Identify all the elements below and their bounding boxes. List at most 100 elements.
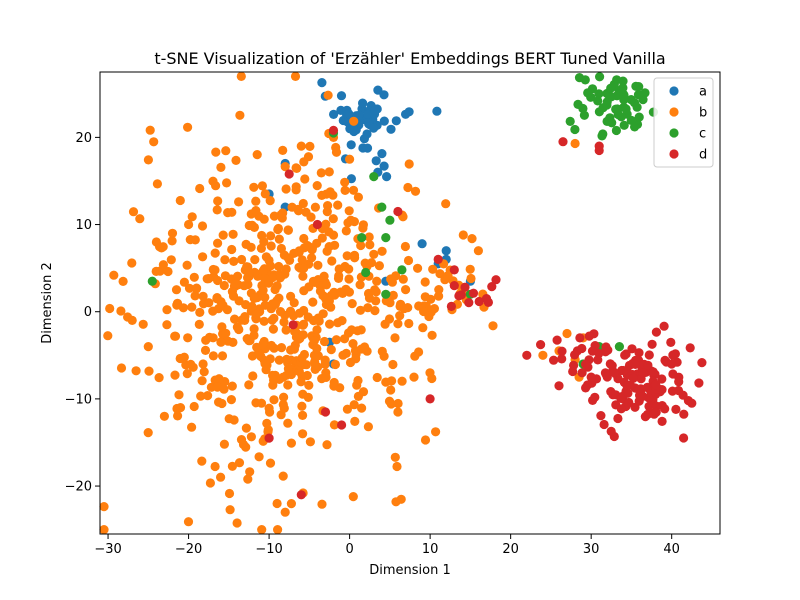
point-d xyxy=(642,409,653,420)
point-b xyxy=(285,306,296,316)
point-b xyxy=(304,242,314,252)
point-c xyxy=(377,202,387,212)
point-b xyxy=(298,410,308,420)
point-b xyxy=(344,274,354,284)
point-b xyxy=(317,190,327,200)
point-b xyxy=(227,381,237,391)
point-d xyxy=(602,372,612,382)
point-b xyxy=(342,404,352,414)
point-b xyxy=(289,298,299,308)
point-d xyxy=(596,411,606,421)
point-b xyxy=(197,221,208,231)
point-d xyxy=(600,347,611,357)
point-b xyxy=(562,328,572,339)
point-b xyxy=(352,380,362,390)
point-b xyxy=(202,274,212,284)
point-d xyxy=(618,365,628,376)
point-b xyxy=(310,277,320,287)
point-b xyxy=(184,283,195,293)
point-d xyxy=(433,254,443,264)
point-b xyxy=(276,343,287,353)
point-a xyxy=(346,140,356,150)
point-b xyxy=(247,220,257,230)
point-b xyxy=(228,229,238,239)
point-b xyxy=(241,300,251,310)
point-a xyxy=(358,98,368,108)
point-a xyxy=(432,106,442,116)
plot-frame xyxy=(99,71,721,535)
point-b xyxy=(296,141,306,151)
point-b xyxy=(227,207,237,217)
point-d xyxy=(593,355,603,365)
point-b xyxy=(216,472,226,482)
point-b xyxy=(441,199,451,209)
point-b xyxy=(214,397,224,407)
point-b xyxy=(143,428,153,438)
point-b xyxy=(377,346,387,356)
point-b xyxy=(219,280,229,291)
legend-marker-b xyxy=(669,107,679,117)
point-b xyxy=(212,205,222,215)
point-d xyxy=(474,296,484,307)
point-b xyxy=(109,270,119,280)
point-b xyxy=(431,427,441,437)
point-b xyxy=(443,271,453,281)
point-b xyxy=(258,339,268,349)
point-a xyxy=(379,116,389,126)
point-b xyxy=(403,255,414,266)
point-b xyxy=(217,351,228,361)
point-d xyxy=(644,401,654,411)
point-b xyxy=(250,255,260,265)
point-b xyxy=(218,230,228,240)
point-b xyxy=(377,246,387,256)
point-b xyxy=(297,255,307,265)
point-b xyxy=(381,296,391,306)
point-b xyxy=(187,422,197,432)
point-b xyxy=(163,266,173,277)
point-d xyxy=(570,350,580,360)
point-d xyxy=(625,380,636,390)
point-a xyxy=(379,90,389,100)
point-d xyxy=(288,320,298,330)
point-b xyxy=(286,345,296,355)
point-b xyxy=(322,440,332,450)
point-b xyxy=(221,328,231,338)
point-b xyxy=(340,177,350,187)
point-d xyxy=(627,344,637,354)
point-c xyxy=(602,116,612,126)
point-d xyxy=(679,433,689,443)
point-b xyxy=(283,380,293,390)
point-b xyxy=(262,418,272,428)
point-b xyxy=(179,352,189,362)
point-b xyxy=(282,354,292,364)
point-b xyxy=(224,488,235,499)
point-b xyxy=(221,146,231,156)
point-b xyxy=(229,415,239,425)
point-d xyxy=(460,282,470,292)
point-a xyxy=(371,156,381,166)
point-b xyxy=(315,286,325,296)
point-d xyxy=(584,331,594,341)
point-b xyxy=(466,273,476,284)
point-b xyxy=(363,303,373,313)
point-b xyxy=(249,324,259,334)
point-b xyxy=(349,250,360,260)
point-b xyxy=(424,311,434,322)
point-b xyxy=(341,348,351,358)
point-d xyxy=(606,426,616,436)
point-b xyxy=(330,359,340,370)
point-b xyxy=(270,299,280,309)
point-b xyxy=(191,284,201,294)
point-a xyxy=(317,78,327,88)
point-b xyxy=(283,418,293,428)
point-b xyxy=(329,377,339,388)
point-b xyxy=(198,359,208,369)
point-b xyxy=(259,214,269,224)
point-d xyxy=(425,394,435,404)
point-b xyxy=(340,185,350,195)
point-d xyxy=(609,368,620,378)
point-b xyxy=(391,271,401,281)
point-b xyxy=(348,185,359,195)
point-d xyxy=(590,392,600,402)
point-b xyxy=(144,366,154,376)
